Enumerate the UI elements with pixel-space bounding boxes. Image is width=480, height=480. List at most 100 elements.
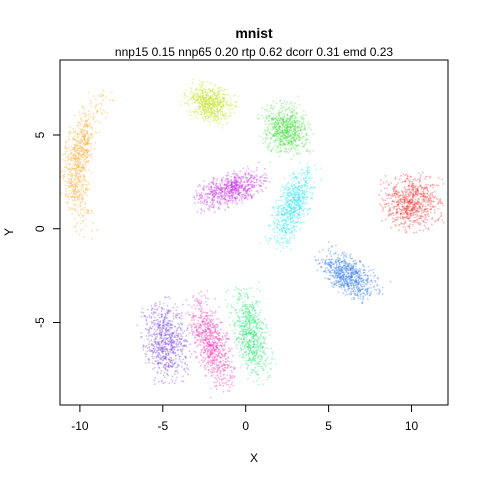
- scatter-point: [199, 98, 202, 100]
- scatter-point: [82, 164, 84, 167]
- scatter-point: [228, 94, 230, 96]
- scatter-point: [94, 120, 96, 123]
- scatter-point: [199, 95, 202, 98]
- scatter-point: [290, 207, 293, 210]
- scatter-point: [392, 214, 395, 216]
- scatter-point: [406, 198, 409, 201]
- scatter-point: [101, 93, 103, 96]
- scatter-point: [227, 182, 230, 185]
- scatter-point: [423, 224, 426, 227]
- scatter-point: [76, 132, 79, 134]
- scatter-point: [281, 245, 284, 248]
- scatter-point: [78, 142, 81, 145]
- scatter-point: [80, 135, 83, 138]
- scatter-point: [91, 136, 94, 139]
- scatter-point: [89, 154, 92, 157]
- scatter-point: [73, 198, 76, 201]
- scatter-point: [265, 138, 267, 141]
- scatter-point: [292, 219, 295, 222]
- scatter-point: [203, 81, 205, 84]
- scatter-point: [268, 181, 271, 183]
- scatter-point: [77, 121, 80, 123]
- scatter-point: [412, 193, 415, 196]
- scatter-point: [301, 132, 303, 135]
- scatter-point: [234, 101, 237, 104]
- scatter-point: [300, 130, 302, 133]
- scatter-point: [279, 217, 282, 219]
- scatter-point: [199, 105, 202, 108]
- scatter-point: [213, 101, 216, 104]
- scatter-point: [282, 131, 285, 134]
- scatter-point: [193, 196, 196, 199]
- scatter-point: [265, 239, 268, 242]
- scatter-point: [210, 188, 213, 191]
- scatter-point: [385, 202, 388, 205]
- scatter-point: [203, 97, 205, 99]
- scatter-point: [76, 192, 78, 194]
- scatter-point: [351, 287, 354, 290]
- scatter-point: [404, 174, 407, 177]
- scatter-point: [283, 145, 286, 147]
- scatter-point: [227, 187, 230, 190]
- scatter-point: [82, 160, 85, 163]
- scatter-point: [215, 118, 217, 120]
- scatter-point: [302, 114, 304, 117]
- scatter-point: [77, 149, 79, 152]
- scatter-point: [350, 293, 352, 296]
- scatter-point: [276, 151, 279, 154]
- scatter-point: [89, 115, 92, 118]
- scatter-point: [351, 282, 354, 284]
- scatter-point: [74, 157, 77, 160]
- scatter-point: [85, 157, 88, 160]
- scatter-point: [408, 209, 411, 212]
- scatter-point: [70, 157, 73, 160]
- scatter-point: [78, 111, 80, 113]
- scatter-point: [412, 213, 415, 216]
- scatter-point: [83, 129, 86, 132]
- scatter-point: [327, 249, 330, 252]
- scatter-point: [352, 290, 355, 293]
- scatter-point: [245, 170, 248, 173]
- scatter-point: [353, 268, 356, 271]
- scatter-point: [193, 91, 195, 94]
- scatter-point: [206, 99, 209, 102]
- scatter-point: [64, 195, 67, 198]
- scatter-point: [71, 168, 74, 170]
- scatter-point: [410, 188, 413, 191]
- scatter-point: [64, 180, 67, 183]
- scatter-point: [81, 135, 84, 137]
- scatter-point: [206, 106, 209, 109]
- scatter-point: [432, 206, 435, 209]
- scatter-point: [76, 198, 79, 201]
- scatter-point: [205, 97, 208, 99]
- scatter-point: [201, 112, 203, 114]
- scatter-point: [78, 160, 81, 163]
- scatter-point: [70, 158, 72, 161]
- scatter-point: [300, 125, 303, 127]
- scatter-point: [90, 157, 93, 159]
- scatter-point: [82, 154, 85, 157]
- scatter-point: [84, 112, 87, 115]
- scatter-point: [101, 113, 104, 115]
- scatter-point: [70, 152, 72, 155]
- scatter-point: [77, 190, 80, 192]
- scatter-point: [228, 184, 230, 187]
- scatter-point: [297, 181, 300, 183]
- scatter-point: [431, 183, 434, 186]
- scatter-point: [408, 180, 411, 183]
- scatter-point: [77, 164, 80, 167]
- scatter-point: [290, 158, 293, 160]
- scatter-point: [84, 115, 86, 117]
- scatter-point: [69, 189, 71, 192]
- scatter-point: [82, 148, 85, 151]
- scatter-point: [271, 129, 274, 131]
- scatter-point: [79, 229, 82, 232]
- scatter-point: [84, 143, 87, 146]
- scatter-point: [290, 178, 293, 181]
- scatter-point: [204, 117, 207, 120]
- scatter-point: [210, 108, 213, 110]
- scatter-point: [288, 216, 290, 218]
- scatter-point: [220, 98, 223, 101]
- scatter-point: [296, 152, 298, 155]
- scatter-point: [351, 276, 353, 278]
